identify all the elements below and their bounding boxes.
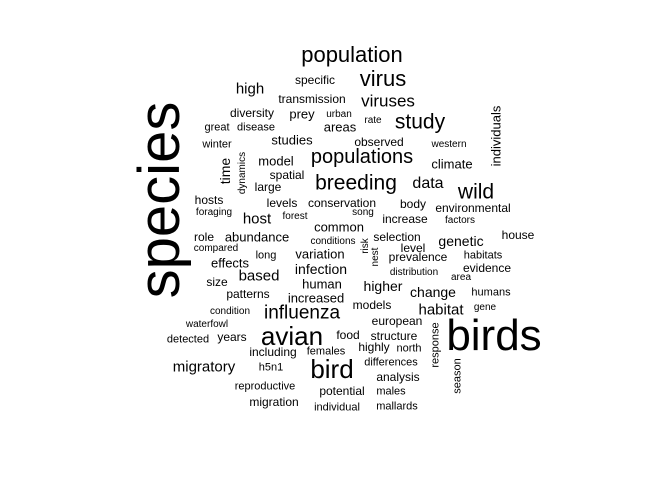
cloud-word-years: years [217,330,247,344]
cloud-word-gene: gene [473,302,497,313]
cloud-word-nest: nest [370,247,381,267]
cloud-word-season: season [451,358,464,394]
cloud-word-studies: studies [271,132,313,148]
cloud-word-hosts: hosts [194,193,224,207]
cloud-word-factors: factors [444,215,476,226]
cloud-word-level: level [400,241,426,255]
cloud-word-time: time [217,157,233,185]
cloud-word-winter: winter [202,138,232,151]
cloud-word-species: species [127,101,192,299]
cloud-word-mallards: mallards [376,400,418,413]
cloud-word-models: models [352,298,392,312]
cloud-word-influenza: influenza [263,302,341,324]
cloud-word-rate: rate [364,115,382,126]
cloud-word-virus: virus [359,66,407,91]
cloud-word-bird: bird [310,354,354,384]
cloud-word-structure: structure [370,329,418,343]
cloud-word-climate: climate [431,156,473,172]
cloud-word-areas: areas [323,119,357,135]
cloud-word-effects: effects [210,255,250,271]
cloud-word-potential: potential [319,384,365,398]
cloud-word-increased: increased [287,290,345,306]
cloud-word-response: response [429,322,442,368]
cloud-word-females: females [306,345,346,358]
cloud-word-individuals: individuals [488,105,504,167]
cloud-word-patterns: patterns [226,287,270,301]
cloud-word-detected: detected [166,333,210,346]
cloud-word-reproductive: reproductive [234,380,296,393]
cloud-word-western: western [431,139,467,150]
cloud-word-differences: differences [364,356,418,369]
cloud-word-habitats: habitats [463,249,503,262]
cloud-word-study: study [394,110,446,134]
cloud-word-h5n1: h5n1 [258,361,284,374]
cloud-word-conditions: conditions [310,236,356,247]
cloud-word-migration: migration [249,395,299,409]
cloud-word-individual: individual [314,401,360,414]
cloud-word-song: song [352,207,374,218]
cloud-word-host: host [242,210,272,228]
cloud-word-change: change [410,284,456,300]
cloud-word-genetic: genetic [438,233,484,249]
cloud-word-food: food [336,328,360,342]
cloud-word-european: european [371,314,423,328]
cloud-word-body: body [399,197,427,211]
cloud-word-area: area [450,272,472,283]
cloud-word-higher: higher [363,278,403,294]
cloud-word-humans: humans [471,286,511,299]
cloud-word-compared: compared [193,243,239,254]
cloud-word-human: human [302,276,342,292]
cloud-word-spatial: spatial [269,168,305,182]
cloud-word-conservation: conservation [307,196,377,210]
cloud-word-including: including [249,345,297,359]
cloud-word-environmental: environmental [435,201,511,215]
cloud-word-foraging: foraging [195,207,233,218]
cloud-word-migratory: migratory [172,358,236,376]
cloud-word-observed: observed [354,135,404,149]
cloud-word-size: size [206,275,228,289]
cloud-word-levels: levels [266,196,298,210]
cloud-word-selection: selection [373,230,421,244]
cloud-word-condition: condition [209,306,251,317]
cloud-word-transmission: transmission [278,92,346,106]
cloud-word-waterfowl: waterfowl [185,319,229,330]
cloud-word-prey: prey [289,106,315,122]
cloud-word-breeding: breeding [315,171,397,195]
cloud-word-birds: birds [446,311,542,360]
cloud-word-data: data [412,175,444,192]
cloud-word-house: house [501,228,535,242]
cloud-word-analysis: analysis [376,370,420,384]
cloud-word-model: model [258,153,294,169]
cloud-word-increase: increase [382,212,428,226]
cloud-word-diversity: diversity [229,106,275,120]
cloud-word-based: based [238,267,280,285]
cloud-word-specific: specific [294,73,336,87]
cloud-word-evidence: evidence [462,261,512,275]
cloud-word-infection: infection [294,261,348,277]
cloud-word-role: role [193,230,215,244]
cloud-word-great: great [204,121,230,134]
cloud-word-dynamics: dynamics [237,151,248,195]
cloud-word-long: long [255,249,277,262]
cloud-word-wild: wild [457,180,495,204]
cloud-word-populations: populations [310,146,414,168]
cloud-word-distribution: distribution [389,267,439,278]
cloud-word-abundance: abundance [224,229,290,245]
cloud-word-disease: disease [237,121,275,134]
cloud-word-prevalence: prevalence [388,250,448,264]
cloud-word-common: common [314,219,364,235]
cloud-word-large: large [254,180,282,194]
cloud-word-habitat: habitat [418,301,464,319]
cloud-word-forest: forest [282,211,308,222]
cloud-word-variation: variation [295,246,345,262]
cloud-word-urban: urban [326,109,352,120]
cloud-word-males: males [376,385,406,398]
cloud-word-highly: highly [358,340,390,354]
cloud-word-avian: avian [260,321,324,351]
cloud-word-population: population [301,42,403,67]
cloud-word-high: high [235,80,265,98]
cloud-word-north: north [396,342,422,355]
cloud-word-viruses: viruses [361,91,415,111]
